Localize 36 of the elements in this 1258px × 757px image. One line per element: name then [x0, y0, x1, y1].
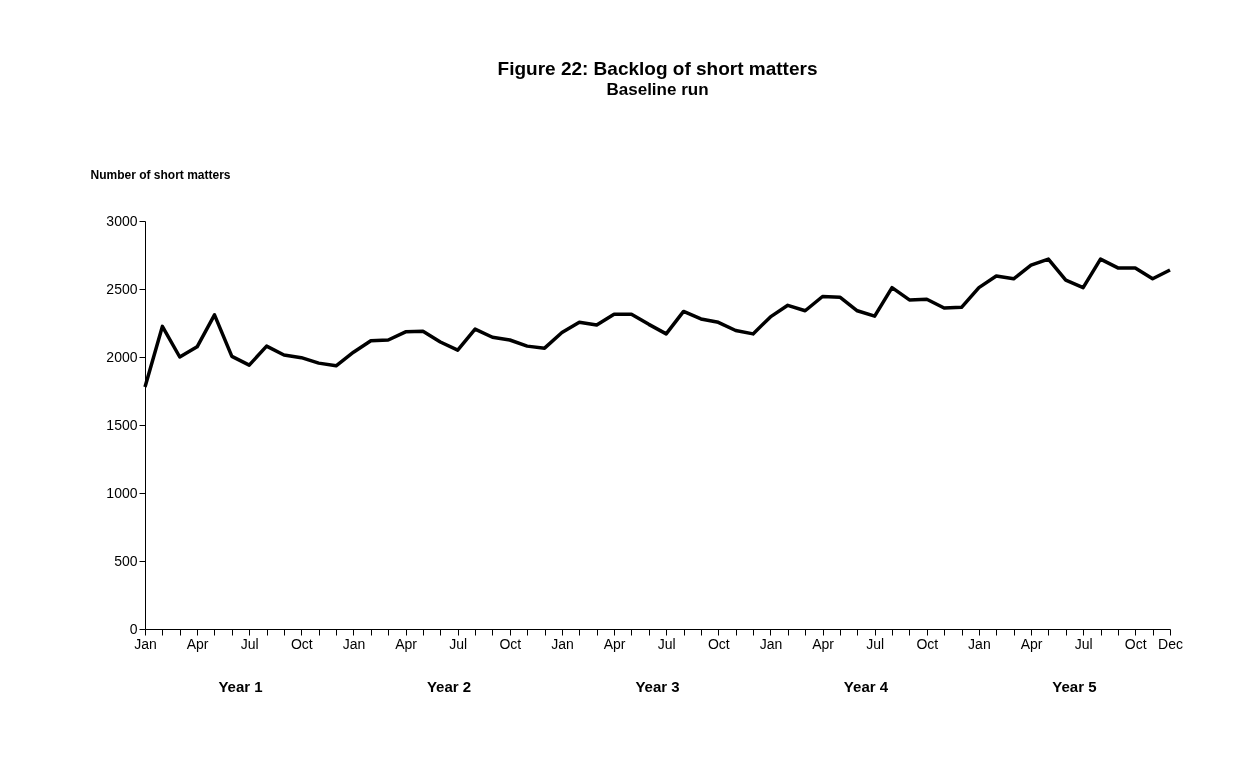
- x-tick-label: Apr: [1020, 635, 1043, 652]
- text: Year 2: [426, 678, 472, 695]
- text: Year 4: [843, 678, 889, 695]
- text: Year 1: [218, 678, 263, 695]
- chart-subtitle: Baseline run: [606, 80, 709, 99]
- x-tick-label: Jul: [240, 635, 259, 652]
- x-tick-label: Jan: [551, 635, 574, 652]
- x-tick-label: Jan: [759, 635, 783, 652]
- x-tick-label: Apr: [812, 635, 835, 652]
- x-tick-label: Jan: [968, 635, 991, 652]
- text: Year 3: [635, 678, 680, 695]
- x-tick-label: Oct: [707, 635, 730, 652]
- x-tick-label: Apr: [603, 635, 626, 652]
- text: Year 5: [1052, 678, 1097, 695]
- x-tick-label: Jul: [449, 635, 468, 652]
- x-tick-label: Apr: [186, 635, 209, 652]
- x-tick-label: Jan: [134, 635, 157, 652]
- y-tick-label: 2000: [106, 348, 138, 365]
- x-tick-label: Apr: [395, 635, 418, 652]
- x-tick-label: Oct: [499, 635, 522, 652]
- y-tick-label: 1500: [106, 416, 138, 433]
- y-axis-title: Number of short matters: [90, 167, 231, 182]
- y-tick-label: 1000: [106, 484, 138, 501]
- x-tick-label: Jul: [657, 635, 676, 652]
- x-tick-label: Jul: [866, 635, 885, 652]
- x-tick-label: Jan: [342, 635, 366, 652]
- y-tick-label: 3000: [106, 212, 138, 229]
- x-tick-label: Jul: [1074, 635, 1093, 652]
- y-tick-label: 0: [129, 620, 138, 637]
- x-tick-label: Oct: [290, 635, 313, 652]
- x-tick-label: Oct: [916, 635, 939, 652]
- x-tick-label: Oct: [1124, 635, 1147, 652]
- x-tick-label: Dec: [1158, 635, 1183, 652]
- chart-title: Figure 22: Backlog of short matters: [497, 58, 818, 79]
- y-tick-label: 2500: [106, 280, 138, 297]
- y-tick-label: 500: [114, 552, 138, 569]
